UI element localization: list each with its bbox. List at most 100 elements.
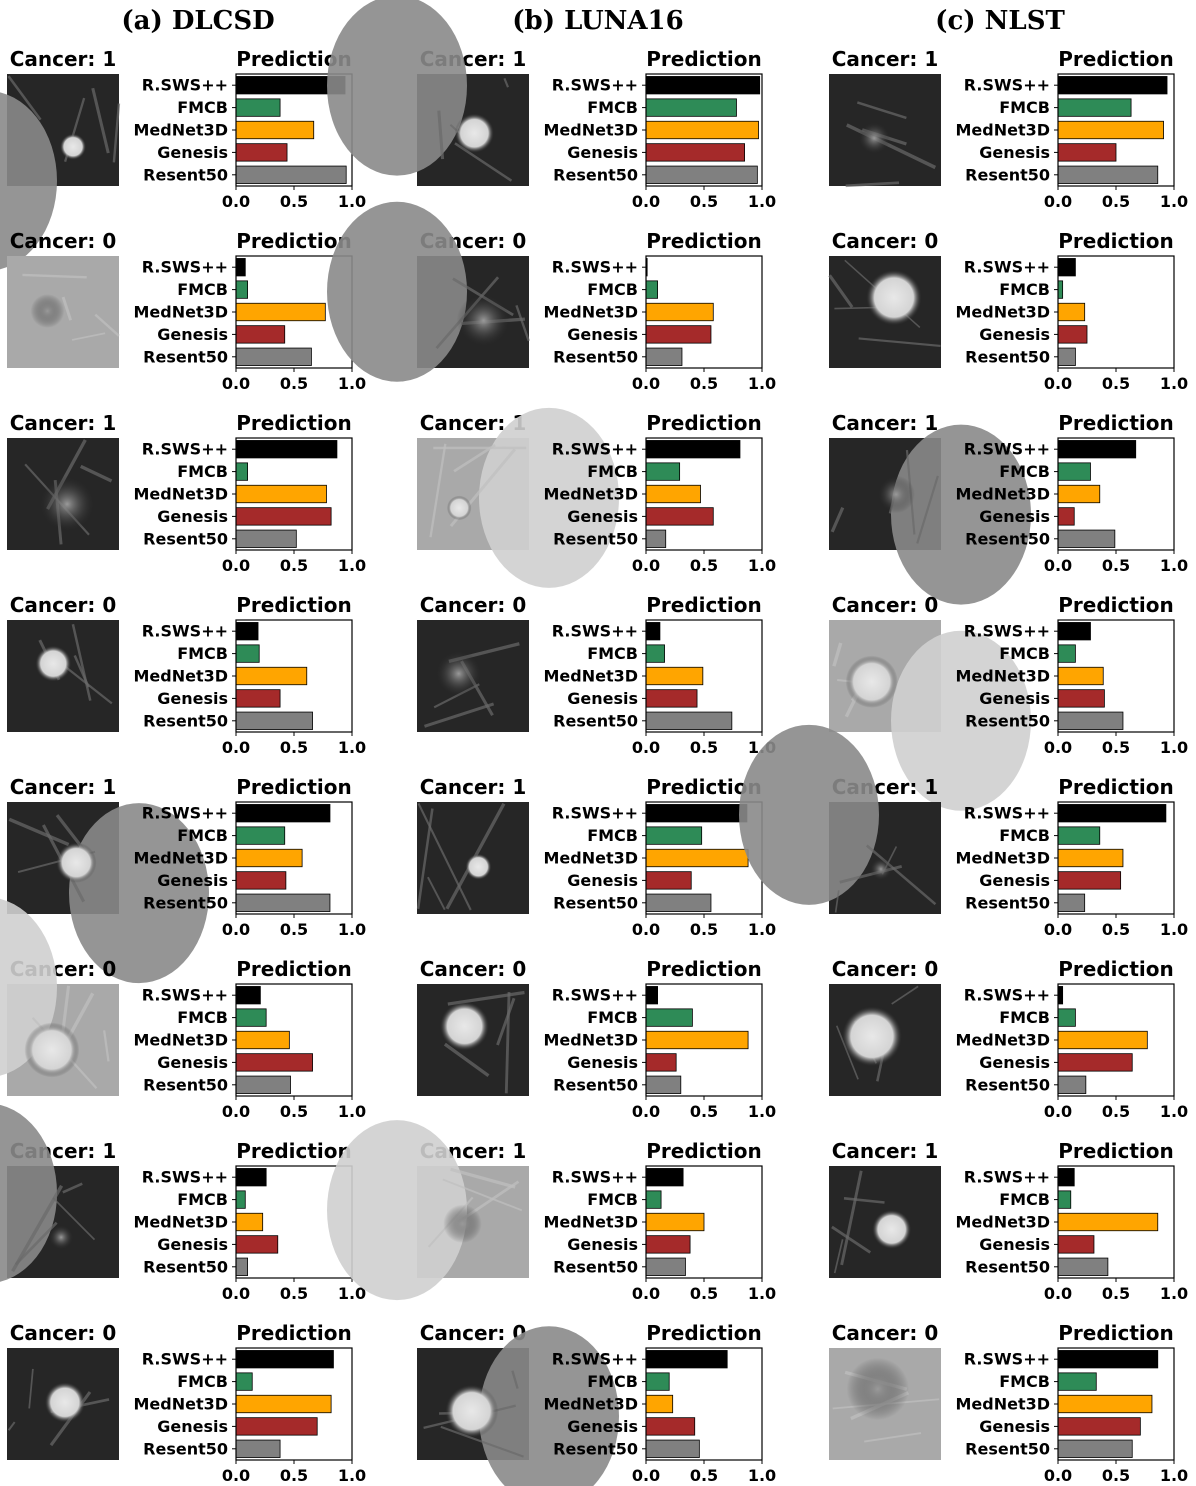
model-label: Resent50 (553, 1075, 638, 1094)
x-tick-label: 1.0 (338, 920, 366, 939)
cancer-label: Cancer: 0 (10, 1321, 117, 1345)
x-tick-label: 0.5 (280, 1102, 308, 1121)
bar (235, 98, 281, 117)
bar (645, 804, 748, 823)
bar (1057, 98, 1132, 117)
vessel-shape (443, 1042, 490, 1078)
vessel-shape (891, 985, 919, 1005)
axis-title: Prediction (646, 411, 762, 435)
model-label: Resent50 (143, 529, 228, 548)
x-tick-label: 1.0 (748, 1102, 776, 1121)
bar (1057, 302, 1086, 322)
cancer-label: Cancer: 1 (832, 411, 939, 435)
vessel-shape (511, 1370, 519, 1389)
model-label: R.SWS++ (142, 440, 228, 459)
x-tick-label: 0.5 (280, 1466, 308, 1485)
bar (1057, 1372, 1097, 1391)
model-label: Genesis (567, 143, 638, 162)
axis-title: Prediction (236, 593, 352, 617)
bar (1057, 1008, 1076, 1027)
model-label: Genesis (567, 1417, 638, 1436)
model-label: FMCB (999, 280, 1050, 299)
bar (1057, 1212, 1159, 1232)
vessel-shape (91, 87, 110, 154)
bar (235, 622, 259, 641)
nodule-shape (24, 1022, 80, 1078)
model-label: Genesis (157, 507, 228, 526)
bar (1057, 76, 1168, 95)
model-label: R.SWS++ (142, 804, 228, 823)
x-tick-label: 0.5 (1102, 1284, 1130, 1303)
x-tick-label: 0.0 (222, 1466, 250, 1485)
vessel-shape (840, 1170, 863, 1266)
bar (1057, 484, 1101, 504)
model-label: Resent50 (143, 1075, 228, 1094)
x-tick-label: 0.0 (222, 738, 250, 757)
model-label: R.SWS++ (964, 986, 1050, 1005)
x-tick-label: 0.5 (1102, 374, 1130, 393)
model-label: Resent50 (965, 893, 1050, 912)
model-label: Genesis (979, 507, 1050, 526)
model-label: R.SWS++ (142, 1350, 228, 1369)
cancer-label: Cancer: 0 (420, 593, 527, 617)
bar (235, 258, 246, 277)
bar (235, 804, 331, 823)
model-label: Genesis (979, 1053, 1050, 1072)
x-tick-label: 0.0 (1044, 192, 1072, 211)
x-tick-label: 1.0 (748, 374, 776, 393)
vessel-shape (504, 992, 511, 1094)
prediction-panel: Cancer: 1 PredictionR.SWS++FMCBMedNet3DGe… (829, 47, 1188, 211)
model-label: MedNet3D (955, 121, 1050, 140)
axis-title: Prediction (1058, 229, 1174, 253)
bar (1057, 1439, 1133, 1458)
model-label: MedNet3D (955, 849, 1050, 868)
nodule-shape (857, 121, 891, 155)
model-label: MedNet3D (133, 667, 228, 686)
cancer-label: Cancer: 1 (10, 775, 117, 799)
cancer-label: Cancer: 0 (832, 229, 939, 253)
model-label: FMCB (587, 280, 638, 299)
cancer-label: Cancer: 1 (10, 411, 117, 435)
model-label: Genesis (567, 325, 638, 344)
vessel-shape (71, 332, 106, 341)
x-tick-label: 0.0 (1044, 1466, 1072, 1485)
bar (645, 1190, 662, 1209)
model-label: Resent50 (553, 347, 638, 366)
bar (235, 529, 297, 548)
model-label: MedNet3D (133, 485, 228, 504)
bar (645, 507, 714, 526)
model-label: Resent50 (143, 711, 228, 730)
cancer-label: Cancer: 0 (420, 1321, 527, 1345)
vessel-shape (79, 464, 113, 483)
bar (645, 1372, 670, 1391)
model-label: Genesis (979, 871, 1050, 890)
vessel-shape (28, 1368, 34, 1409)
model-label: MedNet3D (543, 303, 638, 322)
model-label: Genesis (567, 871, 638, 890)
bar (645, 280, 659, 299)
bar (645, 120, 759, 140)
model-label: Resent50 (553, 893, 638, 912)
bar (235, 1439, 281, 1458)
bar (235, 1075, 291, 1094)
x-tick-label: 0.5 (280, 374, 308, 393)
prediction-panel: Cancer: 1 PredictionR.SWS++FMCBMedNet3DGe… (739, 724, 1188, 939)
prediction-panel: Cancer: 0 Prediction R.SWS++ FMCB MedNet3D Ge… (7, 593, 366, 757)
bar (645, 347, 683, 366)
nodule-shape (59, 133, 87, 160)
bar (235, 484, 327, 504)
prediction-panel: Cancer: 1 PredictionR.SWS++FMCBMedNet3DGe… (417, 407, 776, 588)
bar (1057, 666, 1104, 686)
nodule-shape (454, 113, 495, 153)
x-tick-label: 0.5 (1102, 1466, 1130, 1485)
x-tick-label: 0.5 (1102, 556, 1130, 575)
model-label: Resent50 (965, 1439, 1050, 1458)
model-label: Genesis (157, 1235, 228, 1254)
bar (1057, 165, 1159, 184)
vessel-shape (864, 1432, 922, 1443)
axis-title: Prediction (646, 957, 762, 981)
bar (235, 325, 286, 344)
bar (645, 1417, 696, 1436)
bar (645, 325, 712, 344)
bar (1057, 804, 1167, 823)
